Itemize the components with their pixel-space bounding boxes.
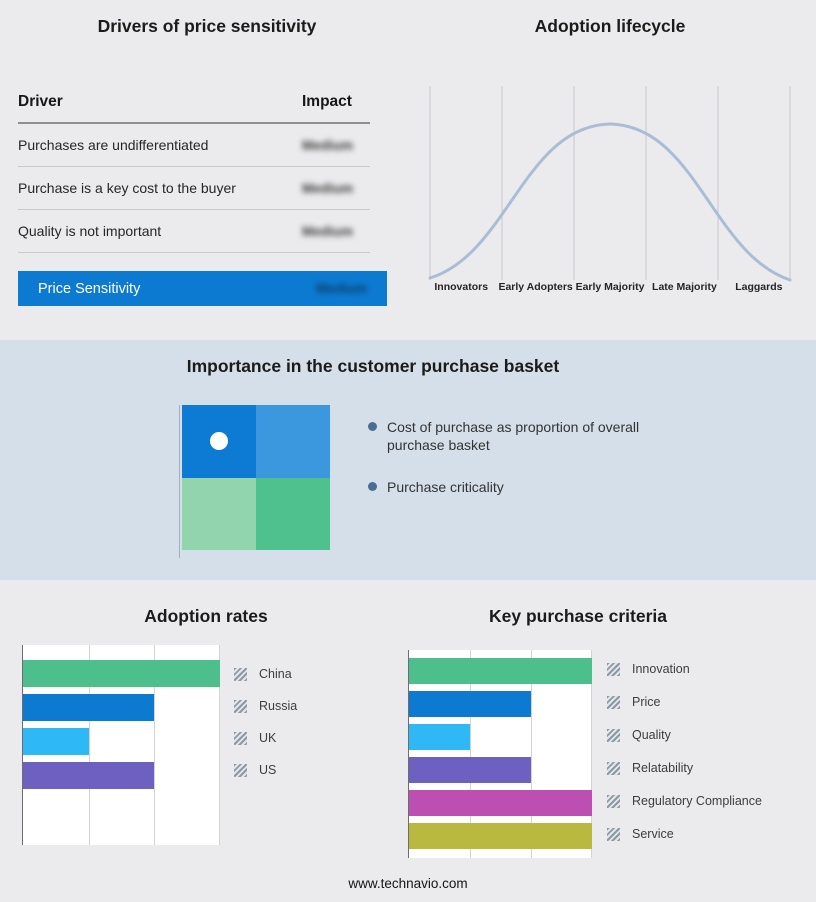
driver-cell: Quality is not important <box>18 223 162 239</box>
legend-label: US <box>259 763 277 777</box>
footer-url: www.technavio.com <box>348 876 468 891</box>
legend-swatch-icon <box>234 763 247 777</box>
list-item: Cost of purchase as proportion of overal… <box>368 418 640 455</box>
matrix-cell-bottom-left <box>182 477 256 550</box>
drivers-panel-title: Drivers of price sensitivity <box>97 16 317 36</box>
basket-panel-title: Importance in the customer purchase bask… <box>186 356 560 376</box>
price-sensitivity-bar: Price Sensitivity Medium <box>18 271 387 306</box>
bar-us <box>23 762 155 789</box>
key-purchase-criteria-legend: Innovation Price Quality Relatability Re… <box>607 662 762 841</box>
legend-swatch-icon <box>607 761 620 775</box>
bullet-icon <box>368 422 377 431</box>
gridline <box>591 650 592 858</box>
impact-cell-redacted: Medium <box>302 137 354 153</box>
bar-regulatory-compliance <box>409 790 592 816</box>
drivers-table-header: Driver Impact <box>18 93 370 124</box>
driver-cell: Purchases are undifferentiated <box>18 137 209 153</box>
table-row: Purchases are undifferentiated Medium <box>18 124 370 167</box>
bar-innovation <box>409 658 592 684</box>
legend-item: Relatability <box>607 761 762 775</box>
matrix-axis-line <box>179 405 180 558</box>
gridline <box>88 645 90 845</box>
legend-item: China <box>234 667 297 681</box>
stage-label-laggards: Laggards <box>735 281 783 293</box>
adoption-rates-title: Adoption rates <box>144 606 268 626</box>
stage-label-early-majority: Early Majority <box>575 281 645 293</box>
legend-item: UK <box>234 731 297 745</box>
gridline <box>219 645 220 845</box>
basket-bullet-list: Cost of purchase as proportion of overal… <box>368 418 640 519</box>
bar-service <box>409 823 592 849</box>
legend-label: UK <box>259 731 277 745</box>
legend-label: Russia <box>259 699 298 713</box>
legend-item: Regulatory Compliance <box>607 794 762 808</box>
gridline <box>469 650 471 858</box>
impact-cell-redacted: Medium <box>302 223 354 239</box>
impact-column-header: Impact <box>302 93 352 110</box>
legend-swatch-icon <box>234 731 247 745</box>
legend-item: Innovation <box>607 662 762 676</box>
bar-uk <box>23 728 89 755</box>
price-sensitivity-label: Price Sensitivity <box>38 280 141 297</box>
key-purchase-criteria-chart <box>408 650 592 858</box>
matrix-cell-top-left <box>182 405 256 478</box>
gridline <box>154 645 156 845</box>
bullet-text: Purchase criticality <box>387 478 504 495</box>
adoption-rates-legend: China Russia UK US <box>234 667 297 777</box>
stage-label-late-majority: Late Majority <box>652 281 717 293</box>
legend-swatch-icon <box>234 667 247 681</box>
lifecycle-stage-labels: Innovators Early Adopters Early Majority… <box>424 281 796 293</box>
bell-curve <box>428 122 792 282</box>
gridlines <box>429 86 791 280</box>
legend-item: Service <box>607 827 762 841</box>
drivers-table: Driver Impact Purchases are undifferenti… <box>18 93 370 253</box>
legend-swatch-icon <box>607 662 620 676</box>
impact-cell-redacted: Medium <box>302 180 354 196</box>
legend-label: Regulatory Compliance <box>632 794 762 808</box>
stage-label-innovators: Innovators <box>434 281 489 293</box>
legend-label: Service <box>632 827 674 841</box>
bar-price <box>409 691 531 717</box>
table-row: Purchase is a key cost to the buyer Medi… <box>18 167 370 210</box>
matrix-cell-top-right <box>256 405 330 478</box>
list-item: Purchase criticality <box>368 478 640 496</box>
adoption-rates-chart <box>22 645 220 845</box>
price-sensitivity-value-redacted: Medium <box>315 281 367 296</box>
legend-label: Price <box>632 695 661 709</box>
legend-item: Russia <box>234 699 297 713</box>
matrix-cell-bottom-right <box>256 477 330 550</box>
legend-swatch-icon <box>607 695 620 709</box>
legend-label: Relatability <box>632 761 694 775</box>
legend-label: Innovation <box>632 662 690 676</box>
legend-swatch-icon <box>607 794 620 808</box>
bullet-text: Cost of purchase as proportion of overal… <box>387 419 640 454</box>
legend-item: US <box>234 763 297 777</box>
legend-swatch-icon <box>607 827 620 841</box>
bar-china <box>23 660 220 687</box>
legend-item: Quality <box>607 728 762 742</box>
gridline <box>530 650 532 858</box>
bar-relatability <box>409 757 531 783</box>
legend-swatch-icon <box>607 728 620 742</box>
table-row: Quality is not important Medium <box>18 210 370 253</box>
bar-russia <box>23 694 155 721</box>
legend-label: China <box>259 667 292 681</box>
bullet-icon <box>368 481 377 491</box>
legend-swatch-icon <box>234 699 247 713</box>
purchase-basket-band <box>0 340 816 580</box>
legend-label: Quality <box>632 728 671 742</box>
lifecycle-panel-title: Adoption lifecycle <box>534 16 686 36</box>
matrix-position-dot-icon <box>210 432 228 450</box>
purchase-basket-matrix <box>182 405 330 550</box>
bar-quality <box>409 724 470 750</box>
driver-cell: Purchase is a key cost to the buyer <box>18 180 236 196</box>
adoption-lifecycle-curve-chart <box>428 86 792 282</box>
legend-item: Price <box>607 695 762 709</box>
stage-label-early-adopters: Early Adopters <box>498 281 573 293</box>
key-purchase-criteria-title: Key purchase criteria <box>488 606 667 626</box>
driver-column-header: Driver <box>18 93 63 110</box>
